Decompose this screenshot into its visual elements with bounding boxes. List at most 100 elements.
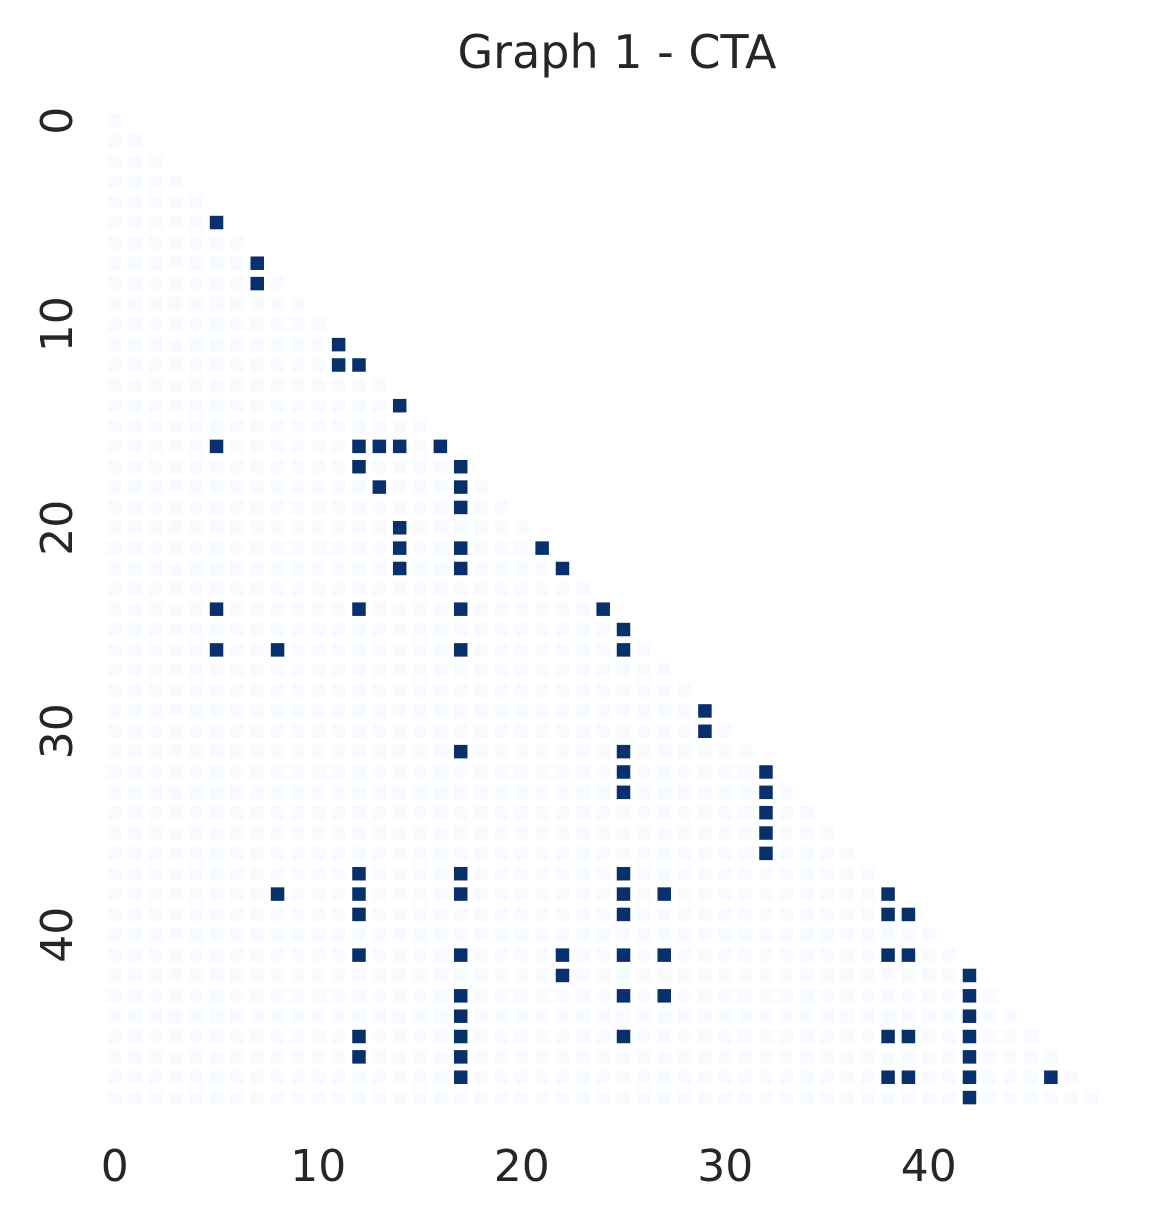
heatmap-cell-empty [535, 907, 549, 922]
heatmap-cell-empty [637, 1029, 651, 1044]
heatmap-cell-empty [820, 1070, 834, 1084]
heatmap-cell-empty [148, 175, 163, 189]
heatmap-cell-empty [209, 561, 224, 576]
heatmap-cell-empty [922, 1029, 936, 1044]
heatmap-cell-empty [311, 704, 326, 718]
heatmap-cell-empty [942, 1070, 956, 1084]
heatmap-cell-empty [413, 989, 427, 1003]
heatmap-cell-empty [128, 1009, 142, 1023]
heatmap-cell-empty [555, 602, 570, 616]
heatmap-cell-empty [230, 1009, 244, 1023]
heatmap-cell-empty [331, 541, 346, 555]
heatmap-cell-empty [148, 989, 163, 1003]
heatmap-cell-empty [169, 643, 183, 657]
heatmap-cell-empty [494, 1029, 509, 1044]
heatmap-cell-empty [372, 1009, 387, 1023]
heatmap-cell-empty [372, 724, 387, 739]
heatmap-cell-empty [392, 622, 407, 637]
heatmap-cell-empty [230, 683, 244, 698]
heatmap-cell-empty [148, 439, 163, 454]
x-tick-label: 40 [901, 1141, 957, 1192]
heatmap-cell-empty [169, 582, 183, 596]
heatmap-cell-empty [596, 968, 610, 983]
heatmap-cell-empty [779, 928, 794, 942]
heatmap-cell-empty [352, 663, 366, 677]
heatmap-cell-empty [372, 582, 387, 596]
heatmap-cell-empty [108, 154, 122, 169]
heatmap-cell-empty [738, 928, 753, 942]
heatmap-cell-empty [515, 948, 529, 962]
heatmap-cell-empty [392, 1029, 407, 1044]
heatmap-cell-empty [148, 358, 163, 372]
heatmap-cell-empty [169, 500, 183, 515]
heatmap-cell-empty [250, 968, 264, 983]
heatmap-cell-empty [128, 663, 142, 677]
heatmap-cell-empty [433, 663, 448, 677]
heatmap-cell-empty [657, 1050, 671, 1064]
heatmap-cell-empty [576, 846, 590, 861]
heatmap-cell-empty [718, 744, 733, 759]
heatmap-cell-empty [250, 704, 264, 718]
heatmap-cell-empty [535, 826, 549, 840]
heatmap-cell-empty [433, 622, 448, 637]
heatmap-cell-empty [840, 968, 855, 983]
heatmap-cell-empty [657, 1070, 671, 1084]
heatmap-cell-empty [494, 683, 509, 698]
heatmap-cell-empty [494, 887, 509, 901]
heatmap-cell-empty [474, 1009, 488, 1023]
heatmap-cell-empty [474, 785, 488, 800]
heatmap-cell-empty [433, 1029, 448, 1044]
heatmap-cell-empty [942, 989, 956, 1003]
heatmap-cell-empty [209, 826, 224, 840]
heatmap-cell-empty [474, 928, 488, 942]
heatmap-cell-empty [148, 785, 163, 800]
heatmap-cell-empty [108, 134, 122, 148]
heatmap-cell-empty [799, 1090, 814, 1105]
heatmap-cell-empty [860, 1050, 875, 1064]
heatmap-cell-empty [169, 419, 183, 433]
heatmap-cell-empty [189, 1009, 203, 1023]
heatmap-cell-empty [1003, 1070, 1017, 1084]
heatmap-cell-empty [555, 1009, 570, 1023]
heatmap-cell-empty [311, 378, 326, 393]
heatmap-cell-empty [474, 1029, 488, 1044]
heatmap-cell-empty [576, 582, 590, 596]
heatmap-cell-empty [433, 887, 448, 901]
heatmap-cell-empty [433, 602, 448, 616]
heatmap-cell-empty [352, 500, 366, 515]
heatmap-cell-empty [453, 1090, 468, 1105]
heatmap-cell-empty [413, 1009, 427, 1023]
heatmap-cell-empty [189, 602, 203, 616]
heatmap-cell-empty [657, 805, 671, 820]
heatmap-cell-empty [657, 907, 671, 922]
heatmap-cell-empty [250, 358, 264, 372]
heatmap-cell-empty [738, 887, 753, 901]
heatmap-cell-empty [494, 1050, 509, 1064]
heatmap-cell-empty [677, 724, 692, 739]
chart-title: Graph 1 - CTA [458, 25, 777, 79]
heatmap-cell-empty [372, 765, 387, 779]
heatmap-cell-empty [128, 276, 142, 291]
heatmap-cell-empty [392, 785, 407, 800]
heatmap-cell-empty [372, 663, 387, 677]
heatmap-cell-empty [820, 968, 834, 983]
heatmap-cell-empty [392, 887, 407, 901]
heatmap-cell-empty [372, 602, 387, 616]
heatmap-cell-empty [250, 643, 264, 657]
heatmap-cell-empty [596, 866, 610, 881]
heatmap-cell-empty [230, 561, 244, 576]
heatmap-cell-empty [474, 907, 488, 922]
heatmap-cell-empty [392, 459, 407, 474]
heatmap-cell-empty [230, 378, 244, 393]
heatmap-cell-empty [392, 846, 407, 861]
heatmap-cell-empty [657, 928, 671, 942]
heatmap-cell-empty [209, 989, 224, 1003]
heatmap-cell-filled [453, 989, 468, 1003]
heatmap-cell-filled [657, 887, 671, 901]
heatmap-cell-empty [169, 663, 183, 677]
heatmap-cell-empty [189, 439, 203, 454]
heatmap-cell-empty [108, 114, 122, 128]
heatmap-cell-empty [637, 887, 651, 901]
heatmap-cell-empty [799, 1070, 814, 1084]
heatmap-cell-empty [270, 1090, 285, 1105]
